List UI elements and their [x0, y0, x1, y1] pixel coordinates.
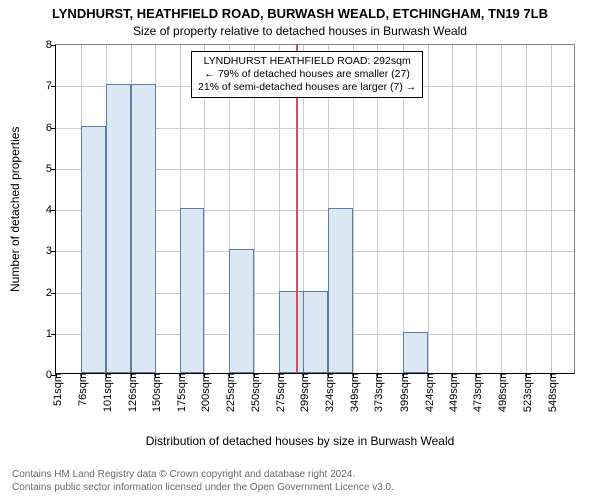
- y-tick-label: 2: [36, 287, 56, 299]
- x-tick-label: 473sqm: [472, 373, 484, 412]
- histogram-bar: [131, 84, 156, 373]
- annotation-line: LYNDHURST HEATHFIELD ROAD: 292sqm: [198, 55, 416, 68]
- histogram-bar: [229, 249, 254, 373]
- x-tick-label: 449sqm: [448, 373, 460, 412]
- grid-line-v: [551, 45, 552, 373]
- histogram-bar: [279, 291, 304, 374]
- x-tick-label: 349sqm: [349, 373, 361, 412]
- y-tick-label: 1: [36, 328, 56, 340]
- x-tick-label: 200sqm: [200, 373, 212, 412]
- x-tick-label: 498sqm: [497, 373, 509, 412]
- annotation-box: LYNDHURST HEATHFIELD ROAD: 292sqm← 79% o…: [191, 51, 423, 98]
- x-tick-label: 175sqm: [176, 373, 188, 412]
- x-tick-label: 150sqm: [151, 373, 163, 412]
- histogram-bar: [180, 208, 205, 373]
- grid-line-v: [501, 45, 502, 373]
- x-tick-label: 51sqm: [52, 373, 64, 406]
- x-tick-label: 523sqm: [522, 373, 534, 412]
- x-tick-label: 424sqm: [424, 373, 436, 412]
- y-tick-label: 4: [36, 204, 56, 216]
- annotation-line: 21% of semi-detached houses are larger (…: [198, 81, 416, 94]
- footer-line-2: Contains public sector information licen…: [12, 481, 394, 494]
- y-axis-label: Number of detached properties: [8, 44, 26, 374]
- y-tick-label: 6: [36, 122, 56, 134]
- chart-container: LYNDHURST, HEATHFIELD ROAD, BURWASH WEAL…: [0, 0, 600, 500]
- title-main: LYNDHURST, HEATHFIELD ROAD, BURWASH WEAL…: [0, 6, 600, 21]
- x-axis-label: Distribution of detached houses by size …: [0, 434, 600, 448]
- footer-attribution: Contains HM Land Registry data © Crown c…: [12, 468, 394, 494]
- x-tick-label: 225sqm: [225, 373, 237, 412]
- title-sub: Size of property relative to detached ho…: [0, 24, 600, 38]
- grid-line-v: [476, 45, 477, 373]
- x-tick-label: 76sqm: [77, 373, 89, 406]
- annotation-line: ← 79% of detached houses are smaller (27…: [198, 68, 416, 81]
- x-tick-label: 299sqm: [299, 373, 311, 412]
- x-tick-label: 373sqm: [373, 373, 385, 412]
- grid-line-v: [452, 45, 453, 373]
- grid-line-v: [526, 45, 527, 373]
- x-tick-label: 101sqm: [102, 373, 114, 412]
- y-tick-label: 3: [36, 245, 56, 257]
- histogram-bar: [303, 291, 328, 374]
- histogram-bar: [81, 126, 106, 374]
- x-tick-label: 250sqm: [250, 373, 262, 412]
- y-tick-label: 8: [36, 39, 56, 51]
- y-tick-label: 5: [36, 163, 56, 175]
- grid-line-v: [428, 45, 429, 373]
- footer-line-1: Contains HM Land Registry data © Crown c…: [12, 468, 394, 481]
- plot-area: 01234567851sqm76sqm101sqm126sqm150sqm175…: [55, 44, 575, 374]
- x-tick-label: 399sqm: [399, 373, 411, 412]
- x-tick-label: 126sqm: [127, 373, 139, 412]
- x-tick-label: 275sqm: [275, 373, 287, 412]
- y-tick-label: 7: [36, 80, 56, 92]
- x-tick-label: 548sqm: [547, 373, 559, 412]
- histogram-bar: [328, 208, 353, 373]
- histogram-bar: [106, 84, 131, 373]
- x-tick-label: 324sqm: [324, 373, 336, 412]
- histogram-bar: [403, 332, 428, 373]
